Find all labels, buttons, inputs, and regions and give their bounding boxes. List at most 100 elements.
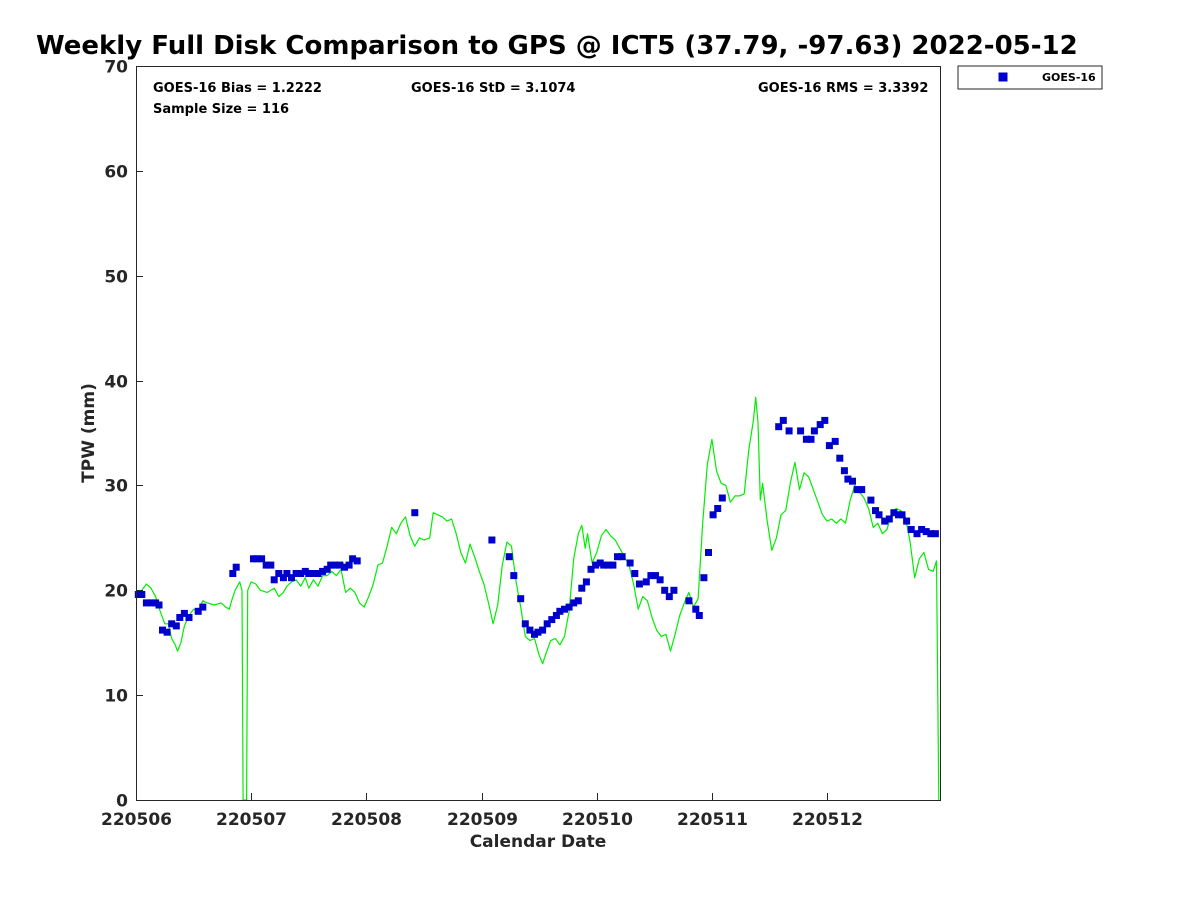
goes16-point — [258, 555, 266, 563]
goes16-point — [652, 572, 659, 580]
goes16-point — [517, 595, 525, 603]
goes16-point — [670, 586, 678, 594]
goes16-point — [831, 437, 839, 445]
goes16-point — [279, 574, 287, 582]
goes16-point — [922, 528, 930, 536]
x-axis-label: Calendar Date — [470, 832, 607, 852]
goes16-point — [138, 591, 146, 598]
goes16-point — [163, 628, 171, 636]
goes16-point — [155, 601, 163, 609]
goes16-point — [185, 614, 193, 621]
goes16-point — [665, 593, 673, 601]
y-tick-label: 50 — [104, 268, 128, 288]
goes16-point — [785, 427, 793, 435]
x-tick-label: 220507 — [216, 810, 287, 830]
y-tick-label: 60 — [104, 163, 128, 183]
goes16-point — [539, 626, 547, 634]
goes16-point — [548, 616, 556, 624]
x-axis: 220506 220507 220508 220509 220510 220511 2205… — [101, 793, 863, 830]
goes16-point — [692, 605, 700, 613]
goes16-point — [556, 607, 564, 615]
y-tick-label: 70 — [104, 58, 128, 78]
legend-marker-goes16 — [998, 72, 1008, 82]
goes16-point — [685, 597, 693, 605]
goes16-point — [821, 416, 829, 424]
y-tick-label: 10 — [104, 687, 128, 707]
y-axis: 0 10 20 30 40 50 60 70 — [104, 58, 143, 812]
goes16-point — [574, 597, 582, 605]
goes16-point — [142, 599, 150, 607]
goes16-point — [341, 563, 348, 571]
legend-box — [957, 65, 1103, 90]
goes16-point — [411, 509, 419, 517]
goes16-point — [779, 416, 787, 424]
legend-label-goes16: GOES-16 — [1042, 71, 1096, 84]
goes16-point — [319, 567, 327, 575]
goes16-point — [305, 570, 313, 577]
goes16-point — [867, 496, 875, 504]
goes16-point — [810, 427, 818, 435]
goes16-point — [309, 570, 317, 577]
goes16-point — [858, 486, 866, 494]
goes16-point — [267, 561, 275, 569]
goes16-point — [903, 517, 911, 525]
goes16-point — [327, 561, 335, 569]
goes16-point — [505, 553, 513, 561]
y-axis-label: TPW (mm) — [79, 383, 99, 483]
goes16-point — [849, 477, 856, 485]
goes16-point — [844, 475, 852, 483]
goes16-point — [297, 570, 305, 577]
chart-title: Weekly Full Disk Comparison to GPS @ ICT… — [36, 31, 1078, 61]
goes16-point — [168, 620, 176, 628]
goes16-point — [600, 561, 608, 569]
goes16-point — [853, 486, 861, 494]
stat-rms: GOES-16 RMS = 3.3392 — [758, 81, 928, 96]
goes16-point — [229, 570, 237, 577]
goes16-point — [275, 570, 283, 577]
goes16-point — [253, 555, 261, 563]
goes16-point — [718, 494, 726, 502]
goes16-point — [147, 599, 155, 607]
goes16-point — [797, 427, 805, 435]
goes16-point — [353, 557, 361, 565]
goes16-point — [604, 561, 612, 569]
goes16-point — [881, 517, 889, 525]
goes16-point — [331, 561, 339, 569]
goes16-point — [825, 442, 833, 450]
goes16-point — [578, 584, 586, 592]
goes16-point — [345, 561, 353, 569]
x-tick-label: 220508 — [331, 810, 402, 830]
goes16-point — [587, 565, 595, 573]
y-tick-label: 30 — [104, 477, 128, 497]
goes16-point — [176, 614, 184, 621]
y-tick-label: 40 — [104, 373, 128, 393]
goes16-point — [526, 626, 534, 634]
goes16-point — [592, 561, 600, 569]
goes16-point — [705, 549, 712, 556]
goes16-point — [695, 612, 703, 619]
goes16-point — [836, 454, 844, 462]
goes16-point — [534, 628, 542, 636]
goes16-point — [614, 553, 621, 561]
goes16-point — [336, 561, 344, 569]
goes16-point — [582, 578, 590, 586]
x-tick-label: 220512 — [792, 810, 863, 830]
y-tick-label: 0 — [116, 792, 128, 812]
gps-series-line — [135, 396, 940, 801]
goes16-point — [885, 515, 893, 523]
goes16-point — [292, 570, 300, 577]
goes16-point — [180, 609, 188, 617]
gps-line-layer — [135, 396, 940, 801]
goes16-point — [172, 622, 180, 630]
x-tick-label: 220510 — [562, 810, 633, 830]
goes16-point — [283, 570, 291, 577]
goes16-point — [570, 599, 578, 607]
plot-area-frame — [136, 66, 941, 801]
goes16-point — [323, 565, 331, 573]
goes16-point — [314, 570, 322, 577]
goes16-point — [561, 605, 568, 613]
goes16-point — [700, 574, 708, 582]
legend: GOES-16 — [957, 65, 1103, 90]
goes16-point — [656, 576, 664, 584]
